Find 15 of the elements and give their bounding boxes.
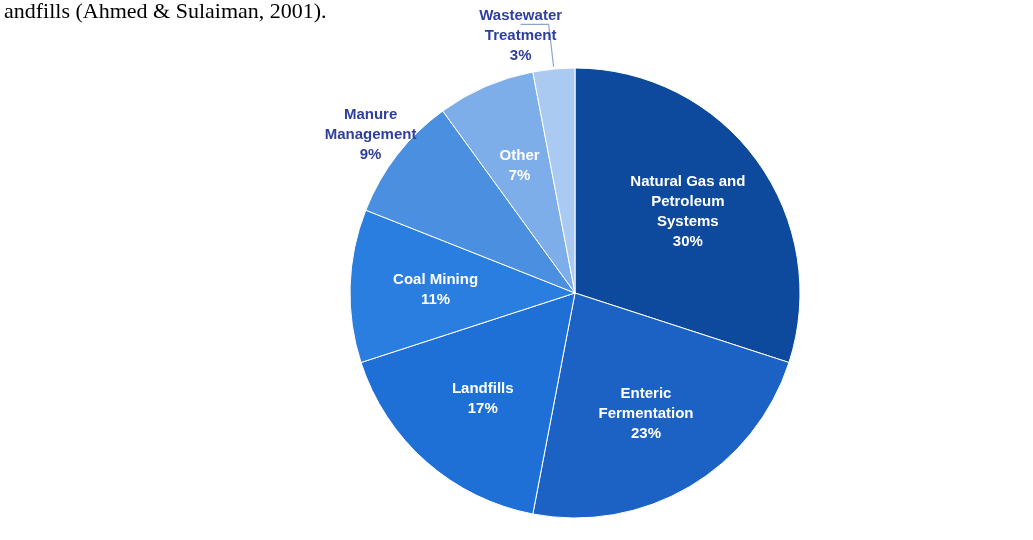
data-label: 30% bbox=[672, 232, 703, 249]
data-label: 17% bbox=[467, 398, 498, 416]
slice-label: Natural Gas and Petroleum Systems bbox=[630, 172, 746, 229]
slice-label: Wastewater Treatment bbox=[479, 6, 563, 44]
slice-label: Enteric Fermentation bbox=[598, 384, 694, 422]
data-label: 11% bbox=[420, 289, 451, 307]
data-label: 7% bbox=[508, 165, 531, 183]
slice-label: Landfills bbox=[451, 378, 514, 396]
text: andfills (Ahmed & Sulaiman, 2001). bbox=[4, 0, 327, 23]
data-label: 9% bbox=[359, 145, 382, 163]
slice-label: Coal Mining bbox=[393, 269, 479, 287]
data-label: 3% bbox=[509, 46, 532, 64]
slice-label: Other bbox=[499, 145, 540, 163]
slice-label: Manure Management bbox=[324, 105, 417, 143]
data-label: 23% bbox=[631, 424, 662, 442]
